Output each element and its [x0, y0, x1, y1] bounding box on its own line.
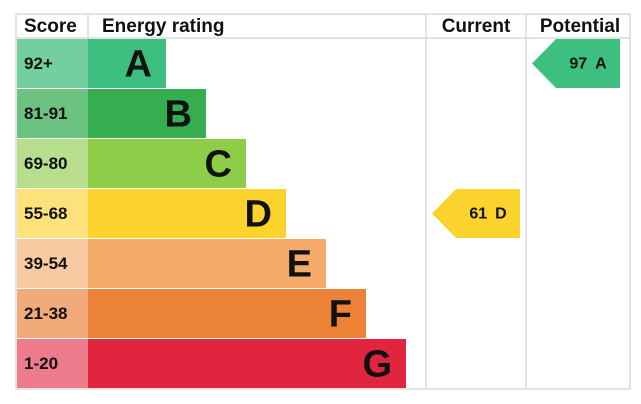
score-label: 92+: [24, 54, 53, 73]
current-label: 61 D: [469, 206, 506, 223]
current-rating: D: [495, 206, 507, 223]
rating-letter: F: [329, 294, 352, 336]
rating-bar: [88, 139, 246, 188]
score-label: 69-80: [24, 154, 67, 173]
rating-letter: B: [165, 94, 192, 136]
rating-bar: [88, 339, 406, 388]
rating-letter: G: [362, 344, 392, 386]
rating-letter: E: [287, 244, 312, 286]
potential-rating: A: [595, 56, 607, 73]
score-cell: [17, 239, 88, 288]
score-label: 1-20: [24, 354, 58, 373]
current-arrow: [432, 189, 520, 238]
rating-bar: [88, 39, 166, 88]
score-cell: [17, 189, 88, 238]
header: Score: [24, 16, 77, 37]
header: Potential: [540, 16, 620, 37]
rating-letter: D: [245, 194, 272, 236]
potential-score: 97: [569, 56, 587, 73]
header: Energy rating: [102, 16, 224, 37]
rating-bar: [88, 189, 286, 238]
score-cell: [17, 289, 88, 338]
rating-letter: A: [125, 44, 152, 86]
header: Current: [442, 16, 511, 37]
score-cell: [17, 139, 88, 188]
frame: [15, 13, 631, 390]
score-label: 21-38: [24, 304, 67, 323]
rating-bar: [88, 89, 206, 138]
score-cell: [17, 339, 88, 388]
rating-bar: [88, 289, 366, 338]
potential-label: 97 A: [569, 56, 607, 73]
score-label: 55-68: [24, 204, 67, 223]
potential-arrow: [532, 39, 620, 88]
score-cell: [17, 89, 88, 138]
score-label: 81-91: [24, 104, 67, 123]
score-cell: [17, 39, 88, 88]
rating-letter: C: [205, 144, 232, 186]
score-label: 39-54: [24, 254, 68, 273]
table-frame: [15, 13, 631, 390]
current-score: 61: [469, 206, 487, 223]
rating-bar: [88, 239, 326, 288]
